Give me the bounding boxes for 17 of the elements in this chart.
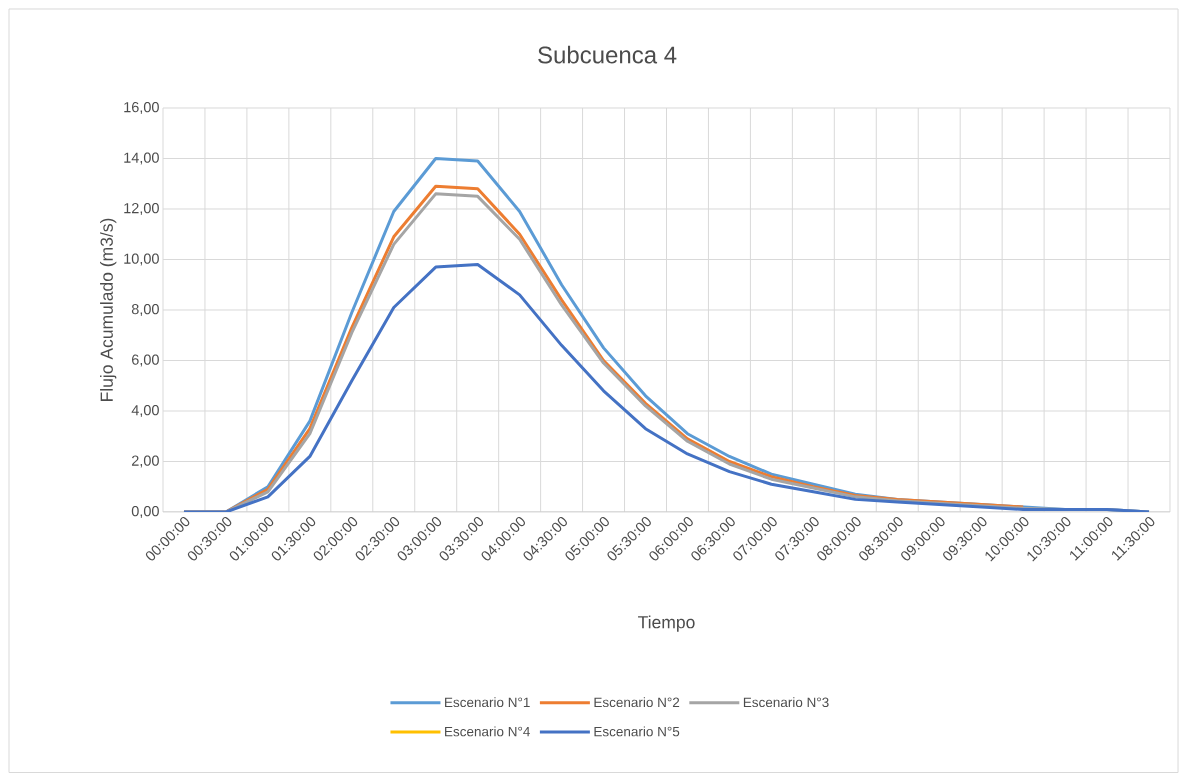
legend-label: Escenario N°1: [445, 697, 530, 708]
y-tick-label: 6,00: [131, 354, 159, 367]
y-tick-label: 10,00: [124, 253, 159, 266]
y-tick-label: 0,00: [131, 506, 159, 518]
legend-label: Escenario N°4: [445, 726, 530, 737]
y-tick-label: 4,00: [131, 405, 159, 417]
y-axis-title: Flujo Acumulado (m3/s): [100, 218, 117, 401]
y-tick-label: 12,00: [124, 203, 159, 215]
chart-title: Subcuenca 4: [538, 45, 677, 64]
legend-label: Escenario N°5: [594, 726, 680, 737]
y-tick-label: 8,00: [131, 304, 159, 316]
x-axis-title: Tiempo: [638, 615, 695, 632]
legend-label: Escenario N°3: [743, 697, 829, 708]
y-tick-label: 2,00: [131, 455, 159, 468]
y-tick-label: 14,00: [124, 152, 159, 165]
legend-label: Escenario N°2: [594, 697, 680, 708]
y-tick-label: 16,00: [124, 102, 159, 114]
